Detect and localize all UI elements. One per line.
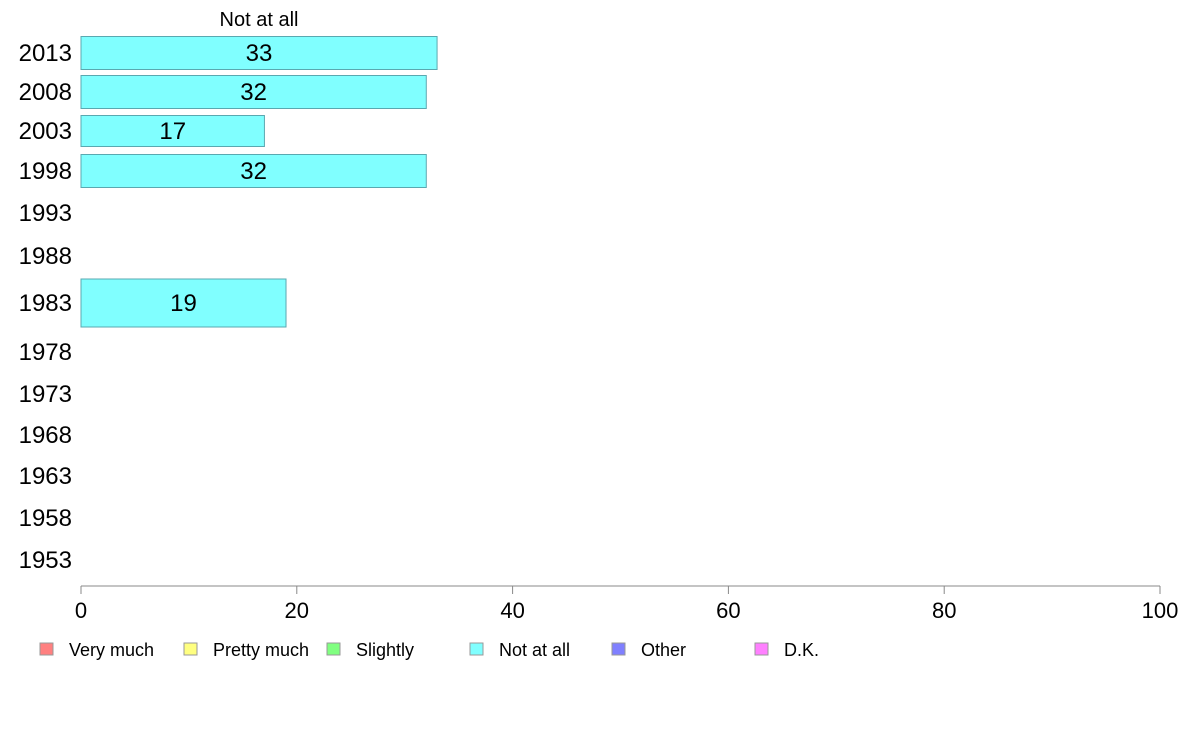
- y-axis-labels: 2013 2008 2003 1998 1993 1988 1983 1978 1973 1968…: [19, 40, 72, 574]
- y-tick-label: 1978: [19, 339, 72, 366]
- x-tick-label: 40: [500, 598, 524, 623]
- y-tick-label: 1968: [19, 422, 72, 449]
- x-tick-label: 100: [1142, 598, 1179, 623]
- x-tick-label: 60: [716, 598, 740, 623]
- bar-value-label: 33: [246, 40, 273, 67]
- bar: [80, 154, 427, 188]
- chart-title: Not at all: [220, 9, 299, 31]
- y-tick-label: 1998: [19, 158, 72, 185]
- y-tick-label: 1983: [19, 290, 72, 317]
- x-axis: 0 20 40 60 80 100: [75, 585, 1179, 623]
- legend-swatch: [183, 642, 198, 656]
- y-tick-label: 1953: [19, 547, 72, 574]
- y-tick-label: 2003: [19, 118, 72, 145]
- x-tick-label: 20: [285, 598, 309, 623]
- y-tick-label: 1988: [19, 243, 72, 270]
- bar: [80, 75, 427, 109]
- bar-value-label: 32: [240, 158, 267, 185]
- bar: [80, 36, 438, 70]
- x-tick-label: 80: [932, 598, 956, 623]
- legend-swatch: [754, 642, 769, 656]
- legend: Very much Pretty much Slightly Not at all Ot…: [39, 640, 819, 660]
- x-tick-label: 0: [75, 598, 87, 623]
- bar-value-label: 32: [240, 79, 267, 106]
- legend-label: Other: [641, 640, 686, 660]
- bars-group: 33 32 17 32 19: [80, 36, 438, 328]
- legend-label: D.K.: [784, 640, 819, 660]
- y-tick-label: 2013: [19, 40, 72, 67]
- y-tick-label: 1958: [19, 505, 72, 532]
- y-tick-label: 2008: [19, 79, 72, 106]
- bar-value-label: 19: [170, 290, 197, 317]
- legend-label: Pretty much: [213, 640, 309, 660]
- bar: [80, 278, 287, 328]
- bar: [80, 115, 265, 147]
- bar-value-label: 17: [159, 118, 186, 145]
- y-tick-label: 1963: [19, 463, 72, 490]
- legend-swatch: [469, 642, 484, 656]
- y-tick-label: 1993: [19, 200, 72, 227]
- legend-label: Slightly: [356, 640, 414, 660]
- y-tick-label: 1973: [19, 381, 72, 408]
- legend-swatch: [39, 642, 54, 656]
- legend-swatch: [326, 642, 341, 656]
- legend-label: Very much: [69, 640, 154, 660]
- legend-label: Not at all: [499, 640, 570, 660]
- legend-swatch: [611, 642, 626, 656]
